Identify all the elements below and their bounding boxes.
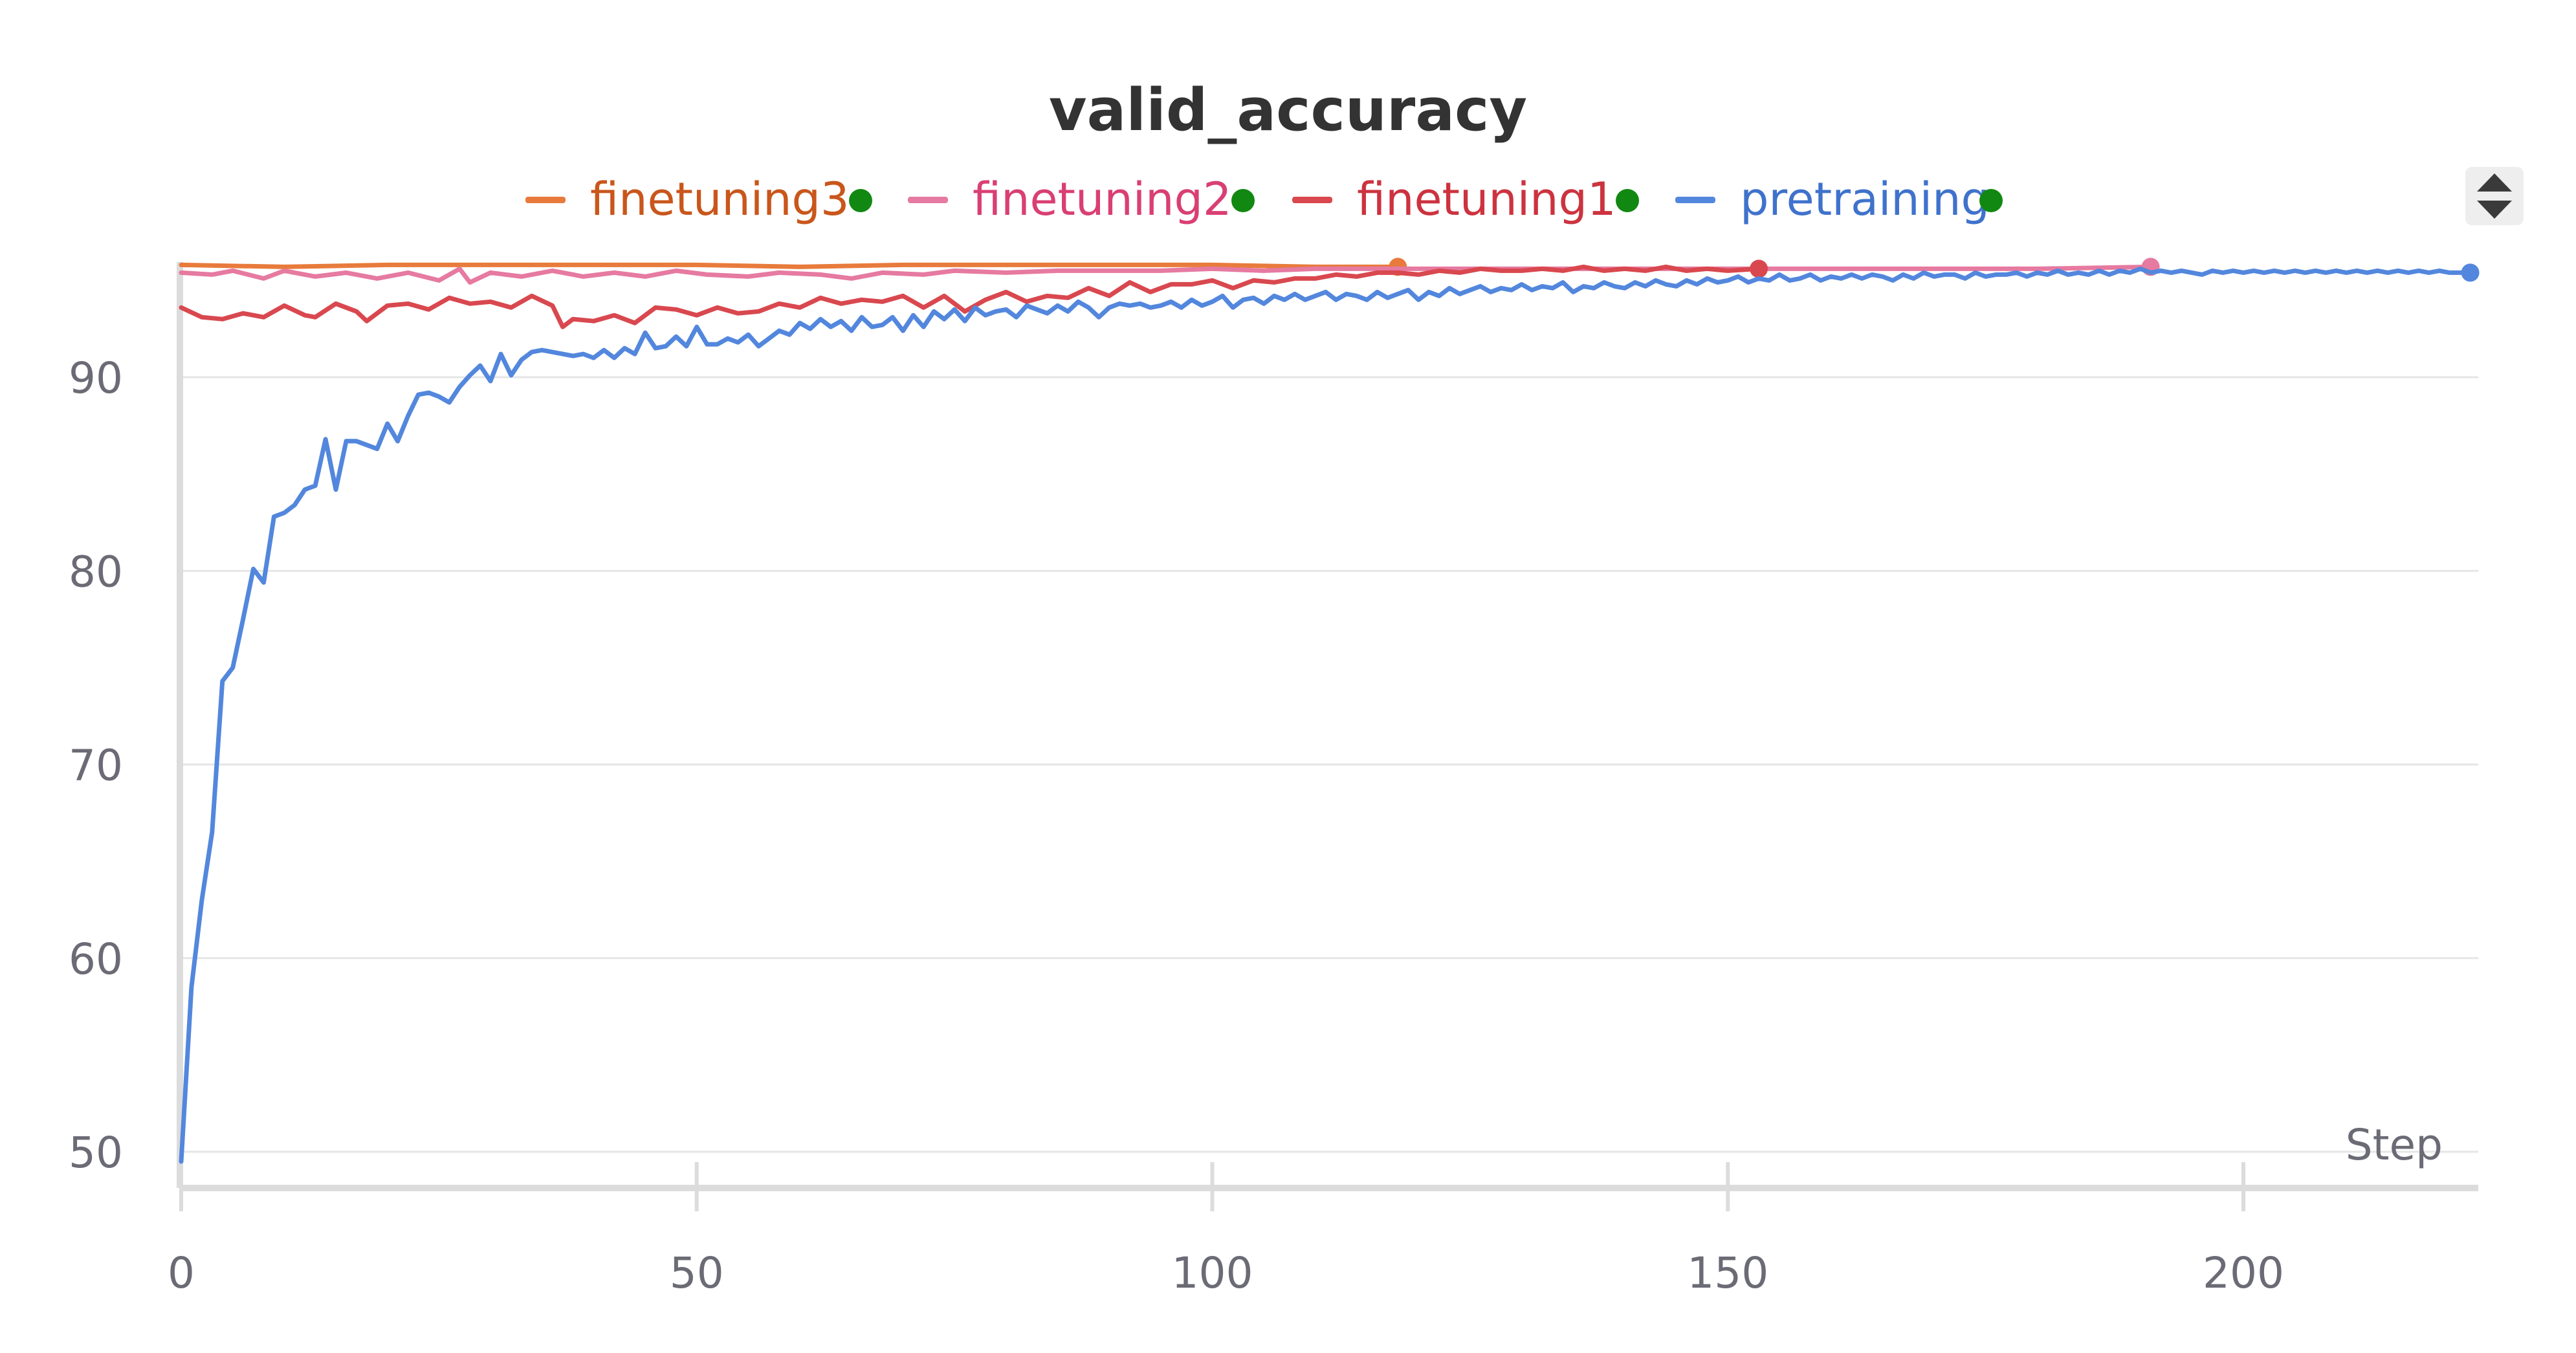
- run-status-dot-icon: [849, 189, 872, 212]
- run-status-dot-icon: [1979, 189, 2003, 212]
- legend-swatch: [525, 197, 566, 203]
- legend-label: finetuning3: [590, 173, 850, 226]
- legend-swatch: [1675, 197, 1715, 203]
- y-tick-label-90: 90: [69, 353, 123, 403]
- sort-up-down-icon: [2477, 173, 2512, 219]
- legend: finetuning3 finetuning2 finetuning1 pretrai…: [0, 167, 2576, 232]
- x-axis-label: Step: [2346, 1120, 2443, 1170]
- chart-title: valid_accuracy: [1048, 76, 1528, 144]
- y-tick-label-50: 50: [69, 1128, 123, 1178]
- legend-label: pretraining: [1740, 173, 1990, 226]
- y-tick-label-80: 80: [69, 547, 123, 597]
- series-line-finetuning2: [179, 264, 2153, 285]
- x-tick-label-50: 50: [670, 1248, 724, 1298]
- x-tick-label-0: 0: [168, 1248, 195, 1298]
- series-end-marker-finetuning1: [1750, 259, 1768, 278]
- x-tick-label-100: 100: [1172, 1248, 1253, 1298]
- sort-toggle-button[interactable]: [2465, 167, 2524, 225]
- y-tick-label-60: 60: [69, 934, 123, 984]
- legend-swatch: [908, 197, 948, 203]
- legend-swatch: [1292, 197, 1332, 203]
- run-status-dot-icon: [1231, 189, 1255, 212]
- x-tick-label-150: 150: [1687, 1248, 1768, 1298]
- x-tick-label-200: 200: [2203, 1248, 2284, 1298]
- series-line-pretraining: [179, 266, 2473, 1164]
- series-line-finetuning1: [179, 264, 1761, 329]
- series-line-finetuning3: [179, 262, 1400, 269]
- legend-label: finetuning1: [1357, 173, 1616, 226]
- legend-label: finetuning2: [973, 173, 1232, 226]
- run-status-dot-icon: [1616, 189, 1639, 212]
- y-tick-label-70: 70: [69, 741, 123, 791]
- series-end-marker-pretraining: [2461, 263, 2480, 282]
